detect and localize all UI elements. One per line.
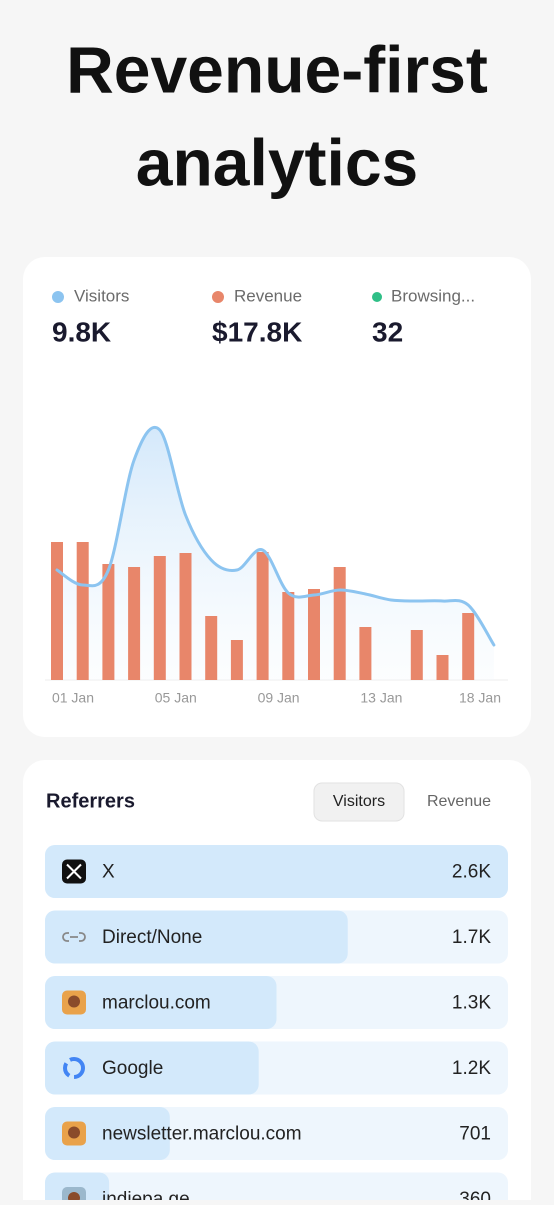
chart: Visitors 9.8K Revenue $17.8K Browsing... 32 01… — [45, 286, 508, 706]
stat-value: 32 — [372, 316, 403, 347]
bar — [128, 567, 141, 680]
bar — [102, 564, 115, 680]
stat-value: $17.8K — [212, 316, 302, 347]
x-tick-label: 01 Jan — [52, 690, 94, 706]
referrer-name: marclou.com — [102, 993, 211, 1014]
row-bar — [45, 976, 277, 1029]
bar — [230, 640, 243, 680]
icon — [62, 932, 86, 942]
row-bg[interactable] — [45, 1172, 508, 1205]
area — [57, 427, 494, 680]
bar — [410, 630, 423, 680]
referrer-value: 1.7K — [452, 927, 491, 948]
legend-dot — [52, 291, 64, 303]
referrer-name: newsletter.marclou.com — [102, 1124, 302, 1145]
referrer-name: Google — [102, 1058, 163, 1079]
headline: Revenue-first — [66, 32, 488, 106]
legend-label: Visitors — [74, 286, 129, 305]
referrer-list: X 2.6K Direct/None 1.7K marclou.com 1.3K Googl… — [45, 845, 508, 1205]
bar — [256, 552, 269, 680]
bar — [282, 592, 295, 680]
bar — [436, 655, 449, 680]
icon — [66, 863, 82, 880]
referrer-name: X — [102, 862, 115, 883]
referrer-value: 701 — [459, 1124, 491, 1145]
referrer-value: 1.3K — [452, 993, 491, 1014]
bar — [359, 627, 372, 680]
row-bar — [45, 845, 508, 898]
bar — [462, 613, 475, 680]
tab[interactable]: Revenue — [427, 793, 491, 810]
bar — [51, 542, 63, 680]
bar — [153, 556, 166, 680]
x-tick-label: 09 Jan — [258, 690, 300, 706]
x-tick-label: 13 Jan — [360, 690, 402, 706]
headline: analytics — [136, 125, 419, 199]
tab-active[interactable] — [313, 782, 405, 822]
x-tick-label: 18 Jan — [459, 690, 501, 706]
legend-label: Browsing... — [391, 286, 475, 305]
tab[interactable]: Visitors — [333, 793, 385, 810]
icon — [68, 995, 80, 1008]
legend-dot — [212, 291, 224, 303]
row-bar — [45, 1041, 259, 1095]
bar — [205, 616, 218, 680]
icon — [68, 1126, 80, 1139]
legend-dot — [372, 292, 382, 302]
row-bar — [45, 910, 348, 964]
referrer-name: indiepa.ge — [102, 1189, 190, 1200]
referrer-value: 2.6K — [452, 862, 491, 883]
icon — [63, 1057, 85, 1079]
bar — [179, 553, 192, 680]
bar — [333, 567, 346, 680]
referrer-value: 360 — [459, 1189, 491, 1200]
x-tick-label: 05 Jan — [155, 690, 197, 706]
legend-label: Revenue — [234, 286, 302, 305]
bar — [308, 589, 320, 680]
bar — [76, 542, 89, 680]
referrer-value: 1.2K — [452, 1058, 491, 1079]
line — [55, 426, 496, 647]
referrer-name: Direct/None — [102, 927, 202, 948]
referrers-title: Referrers — [46, 790, 135, 812]
row-bar — [45, 1107, 170, 1160]
stat-value: 9.8K — [52, 316, 111, 347]
